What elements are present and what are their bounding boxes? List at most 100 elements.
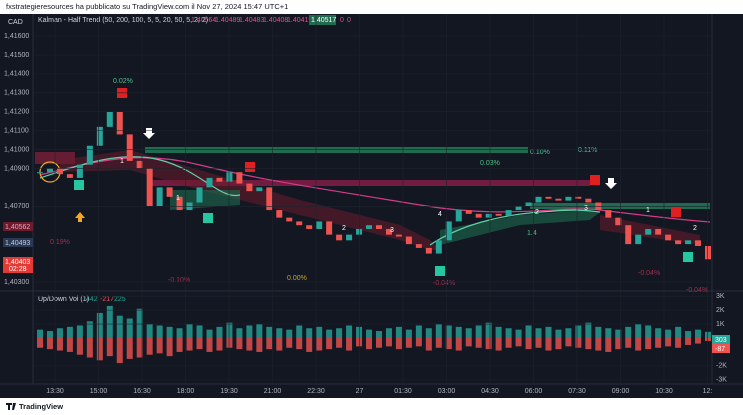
annotation: 0.10%: [530, 149, 550, 156]
candle: [375, 225, 382, 229]
up-volume-bar: [196, 325, 203, 338]
down-volume-bar: [555, 338, 562, 350]
down-volume-bar: [96, 338, 103, 361]
candle: [126, 134, 133, 161]
candle: [525, 202, 532, 207]
up-volume-bar: [535, 328, 542, 338]
down-volume-bar: [336, 338, 343, 348]
candle: [96, 126, 103, 146]
annotation: 1: [646, 207, 650, 214]
up-volume-bar: [575, 325, 582, 338]
down-volume-bar: [326, 338, 333, 350]
candle: [565, 196, 572, 201]
candle: [505, 210, 512, 216]
up-volume-bar: [246, 325, 253, 338]
volume-title: Up/Down Vol (1): [38, 296, 89, 303]
up-volume-bar: [226, 322, 233, 338]
x-tick-label: 01:30: [394, 388, 412, 395]
down-volume-bar: [425, 338, 432, 351]
annotation: 1.4: [527, 230, 537, 237]
indicator-current: 1,40517: [311, 17, 336, 24]
candle: [435, 240, 442, 254]
up-volume-bar: [685, 331, 692, 338]
candle: [56, 168, 63, 175]
y-tick-label: 1,41000: [4, 146, 29, 153]
down-volume-bar: [665, 338, 672, 347]
up-volume-bar: [395, 326, 402, 338]
up-volume-bar: [106, 305, 113, 338]
candle: [695, 240, 702, 247]
up-volume-bar: [435, 324, 442, 338]
down-volume-bar: [286, 338, 293, 348]
up-volume-bar: [675, 326, 682, 338]
legend: CAD Kalman - Half Trend (50, 200, 100, 5…: [8, 15, 351, 303]
price-label: 1,40562: [5, 224, 30, 231]
up-volume-bar: [46, 331, 53, 338]
sell-signal: [590, 175, 600, 185]
up-arrow: [75, 212, 85, 222]
down-volume-bar: [186, 338, 193, 351]
down-volume-bar: [236, 338, 243, 350]
up-volume-bar: [705, 331, 711, 338]
up-volume-bar: [525, 325, 532, 338]
buy-signal: [683, 252, 693, 262]
up-volume-bar: [515, 329, 522, 338]
up-volume-bar: [665, 329, 672, 338]
down-volume-bar: [116, 338, 123, 364]
candle: [495, 213, 502, 216]
candle: [216, 177, 223, 182]
candle: [226, 172, 233, 182]
candle: [346, 234, 353, 241]
down-volume-bar: [575, 338, 582, 348]
up-volume-bar: [405, 329, 412, 338]
vol-tick-label: 3K: [716, 293, 725, 300]
x-tick-label: 09:00: [612, 388, 630, 395]
up-volume-bar: [445, 325, 452, 338]
annotation: 2: [342, 225, 346, 232]
candle: [685, 240, 692, 245]
down-volume-bar: [495, 338, 502, 351]
annotation: 0.19%: [50, 239, 70, 246]
up-volume-bar: [86, 321, 93, 338]
candle: [336, 234, 343, 241]
y-tick-label: 1,41500: [4, 52, 29, 59]
up-volume-bar: [505, 328, 512, 338]
vol-tick-label: 1K: [716, 321, 725, 328]
down-volume-bar: [585, 338, 592, 350]
down-volume-bar: [56, 338, 63, 351]
x-tick-label: 12:: [703, 388, 713, 395]
candle: [635, 234, 642, 245]
candle: [625, 225, 632, 245]
x-tick-label: 21:00: [264, 388, 282, 395]
down-volume-bar: [505, 338, 512, 348]
up-volume-bar: [385, 328, 392, 338]
up-volume-bar: [266, 326, 273, 338]
up-volume-bar: [186, 324, 193, 338]
candle: [146, 168, 153, 207]
down-volume-bar: [196, 338, 203, 350]
up-volume-bar: [66, 326, 73, 338]
footer-brand: TradingView: [19, 402, 63, 411]
candle: [585, 198, 592, 203]
up-volume-bar: [495, 326, 502, 338]
y-tick-label: 1,41400: [4, 71, 29, 78]
indicator-name: Kalman - Half Trend (50, 200, 100, 5, 5,…: [38, 17, 208, 24]
candle: [356, 228, 363, 235]
candle: [655, 228, 662, 235]
candle: [575, 196, 582, 199]
up-volume-bar: [346, 325, 353, 338]
y-tick-label: 1,41600: [4, 33, 29, 40]
up-volume-bar: [326, 329, 333, 338]
down-volume-bar: [395, 338, 402, 350]
candle: [76, 164, 83, 178]
candle: [206, 177, 213, 188]
down-volume-bar: [485, 338, 492, 350]
down-volume-bar: [356, 338, 363, 347]
up-volume-bar: [216, 326, 223, 338]
indicator-value: 1.40419: [287, 17, 312, 24]
down-volume-bar: [246, 338, 253, 351]
down-volume-bar: [525, 338, 532, 350]
up-volume-bar: [585, 322, 592, 338]
up-volume-bar: [306, 328, 313, 338]
countdown: 02:28: [9, 266, 27, 273]
